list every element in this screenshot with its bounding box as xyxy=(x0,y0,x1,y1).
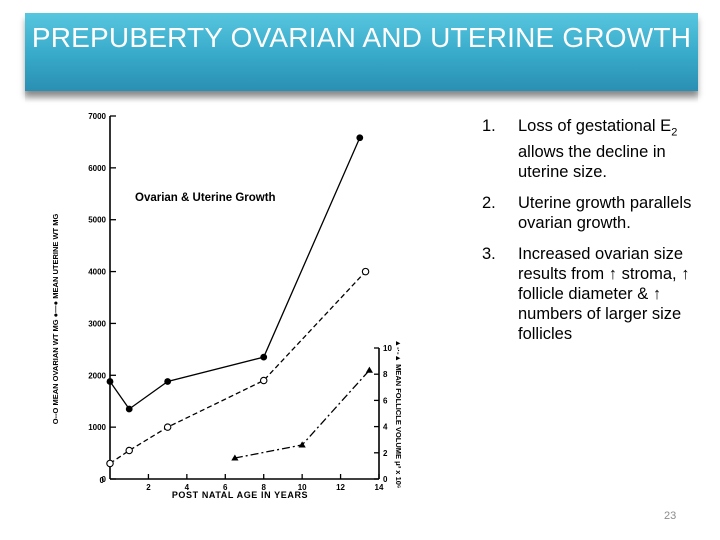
title-shadow xyxy=(25,91,698,103)
slide-title-bar: PREPUBERTY OVARIAN AND UTERINE GROWTH xyxy=(25,13,698,91)
y-tick-label-left: 4000 xyxy=(88,268,106,277)
y-tick-label-left: 6000 xyxy=(88,164,106,173)
bullet-number: 3. xyxy=(482,245,496,264)
y-tick-label-left: 3000 xyxy=(88,319,106,328)
bullet-text: numbers of larger size follicles xyxy=(518,305,682,344)
data-point-filled xyxy=(125,405,133,413)
chart-title: Ovarian & Uterine Growth xyxy=(135,192,276,204)
bullet-item-3: 3. Increased ovarian size results from ↑… xyxy=(478,244,708,344)
y-tick-label-right: 10 xyxy=(383,344,392,353)
x-tick-label: 0 xyxy=(100,476,105,485)
slide-title: PREPUBERTY OVARIAN AND UTERINE GROWTH xyxy=(31,22,692,53)
x-tick-label: 14 xyxy=(375,483,384,492)
bullet-text: follicle diameter & xyxy=(518,285,653,304)
chart-axes xyxy=(109,116,380,480)
y-tick-label-left: 0 xyxy=(102,475,107,484)
x-tick-label: 12 xyxy=(336,483,345,492)
bullet-text: allows the decline in uterine size. xyxy=(518,143,666,182)
data-point-filled xyxy=(260,353,268,361)
data-point-open xyxy=(361,267,370,276)
series-line-2 xyxy=(109,271,367,464)
growth-chart-figure: 0 1000 2000 3000 4000 5000 6000 7000 2 4 6 8 10 12 14 0… xyxy=(40,104,460,504)
up-arrow-icon: ↑ xyxy=(681,265,690,284)
y-tick-label-right: 2 xyxy=(383,449,388,458)
data-point-open xyxy=(259,376,268,385)
data-point-filled xyxy=(164,378,172,385)
data-point-triangle xyxy=(231,454,239,461)
data-point-filled xyxy=(106,378,114,385)
y-tick-label-left: 1000 xyxy=(88,423,106,432)
data-point-triangle xyxy=(365,366,373,373)
x-tick-label: 10 xyxy=(298,483,307,492)
x-tick-label: 8 xyxy=(261,483,266,492)
series-line-1 xyxy=(109,137,361,410)
chart-x-axis-label: POST NATAL AGE IN YEARS xyxy=(172,490,308,500)
chart-y-axis-label-left: O--O MEAN OVARIAN WT MG ●—● MEAN UTERINE… xyxy=(51,214,60,425)
subscript-2: 2 xyxy=(671,126,678,139)
bullet-number: 1. xyxy=(482,117,496,135)
y-tick-label-right: 4 xyxy=(383,423,388,432)
bullet-text: Increased ovarian size results from xyxy=(518,245,684,284)
bullet-text: stroma, xyxy=(617,265,682,284)
y-tick-label-right: 0 xyxy=(383,475,388,484)
x-tick-label: 2 xyxy=(146,483,151,492)
up-arrow-icon: ↑ xyxy=(652,285,662,304)
bullet-number: 2. xyxy=(482,194,496,213)
y-tick-label-left: 2000 xyxy=(88,371,106,380)
data-point-open xyxy=(163,423,172,431)
chart-y-axis-label-right: ▲-·-▲ MEAN FOLLICLE VOLUME μ³ x 10⁶ xyxy=(394,340,403,489)
data-point-filled xyxy=(356,134,364,142)
y-tick-label-left: 7000 xyxy=(88,112,106,121)
bullet-list: 1. Loss of gestational E2 allows the dec… xyxy=(478,116,708,355)
x-tick-label: 4 xyxy=(185,483,190,492)
bullet-item-1: 1. Loss of gestational E2 allows the dec… xyxy=(478,116,708,182)
y-tick-label-right: 6 xyxy=(383,396,388,405)
bullet-text: Uterine growth parallels ovarian growth. xyxy=(518,194,692,233)
page-number: 23 xyxy=(664,510,677,522)
data-point-open xyxy=(106,459,114,468)
chart-series xyxy=(106,134,373,468)
up-arrow-icon: ↑ xyxy=(608,265,618,284)
x-tick-label: 6 xyxy=(223,483,228,492)
data-point-triangle xyxy=(298,441,306,448)
y-tick-label-right: 8 xyxy=(383,370,388,379)
data-point-open xyxy=(125,446,133,455)
bullet-text: Loss of gestational E xyxy=(518,117,672,135)
bullet-item-2: 2. Uterine growth parallels ovarian grow… xyxy=(478,193,708,233)
y-tick-label-left: 5000 xyxy=(88,216,106,225)
